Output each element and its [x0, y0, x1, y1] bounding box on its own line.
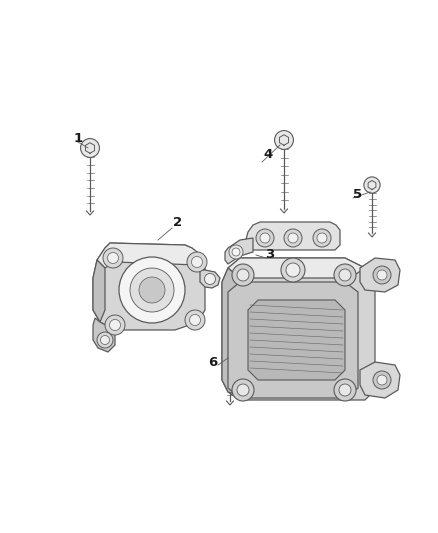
Polygon shape	[97, 243, 205, 270]
Circle shape	[105, 315, 125, 335]
Polygon shape	[360, 258, 400, 292]
Circle shape	[377, 375, 387, 385]
Circle shape	[286, 263, 300, 277]
Circle shape	[191, 256, 202, 268]
Polygon shape	[200, 270, 220, 288]
Circle shape	[281, 258, 305, 282]
Circle shape	[237, 269, 249, 281]
Circle shape	[317, 233, 327, 243]
Circle shape	[139, 277, 165, 303]
Circle shape	[334, 379, 356, 401]
Circle shape	[260, 233, 270, 243]
Circle shape	[100, 335, 110, 344]
Circle shape	[284, 229, 302, 247]
Polygon shape	[93, 318, 115, 352]
Circle shape	[334, 264, 356, 286]
Circle shape	[103, 248, 123, 268]
Circle shape	[130, 268, 174, 312]
Text: 2: 2	[173, 215, 183, 229]
Circle shape	[229, 245, 243, 259]
Circle shape	[377, 270, 387, 280]
Circle shape	[288, 233, 298, 243]
Circle shape	[237, 384, 249, 396]
Text: 3: 3	[265, 248, 275, 262]
Circle shape	[313, 229, 331, 247]
Circle shape	[232, 379, 254, 401]
Polygon shape	[228, 282, 358, 398]
Polygon shape	[225, 238, 253, 264]
Polygon shape	[222, 258, 375, 400]
Circle shape	[339, 384, 351, 396]
Circle shape	[190, 314, 201, 326]
Circle shape	[97, 332, 113, 348]
Circle shape	[232, 264, 254, 286]
Circle shape	[256, 229, 274, 247]
Polygon shape	[222, 268, 240, 395]
Circle shape	[185, 310, 205, 330]
Circle shape	[275, 131, 293, 149]
Polygon shape	[228, 258, 365, 278]
Polygon shape	[360, 362, 400, 398]
Circle shape	[205, 273, 215, 285]
Text: 4: 4	[263, 149, 272, 161]
Polygon shape	[248, 300, 345, 380]
Circle shape	[339, 269, 351, 281]
Circle shape	[110, 319, 120, 330]
Circle shape	[373, 266, 391, 284]
Polygon shape	[244, 222, 340, 250]
Circle shape	[81, 139, 99, 157]
Circle shape	[223, 345, 237, 360]
Circle shape	[119, 257, 185, 323]
Circle shape	[187, 252, 207, 272]
Circle shape	[373, 371, 391, 389]
Circle shape	[232, 248, 240, 256]
Text: 6: 6	[208, 356, 218, 368]
Circle shape	[107, 253, 119, 263]
Text: 5: 5	[353, 189, 363, 201]
Text: 1: 1	[74, 132, 82, 144]
Circle shape	[364, 177, 380, 193]
Polygon shape	[93, 260, 105, 322]
Polygon shape	[93, 243, 205, 330]
